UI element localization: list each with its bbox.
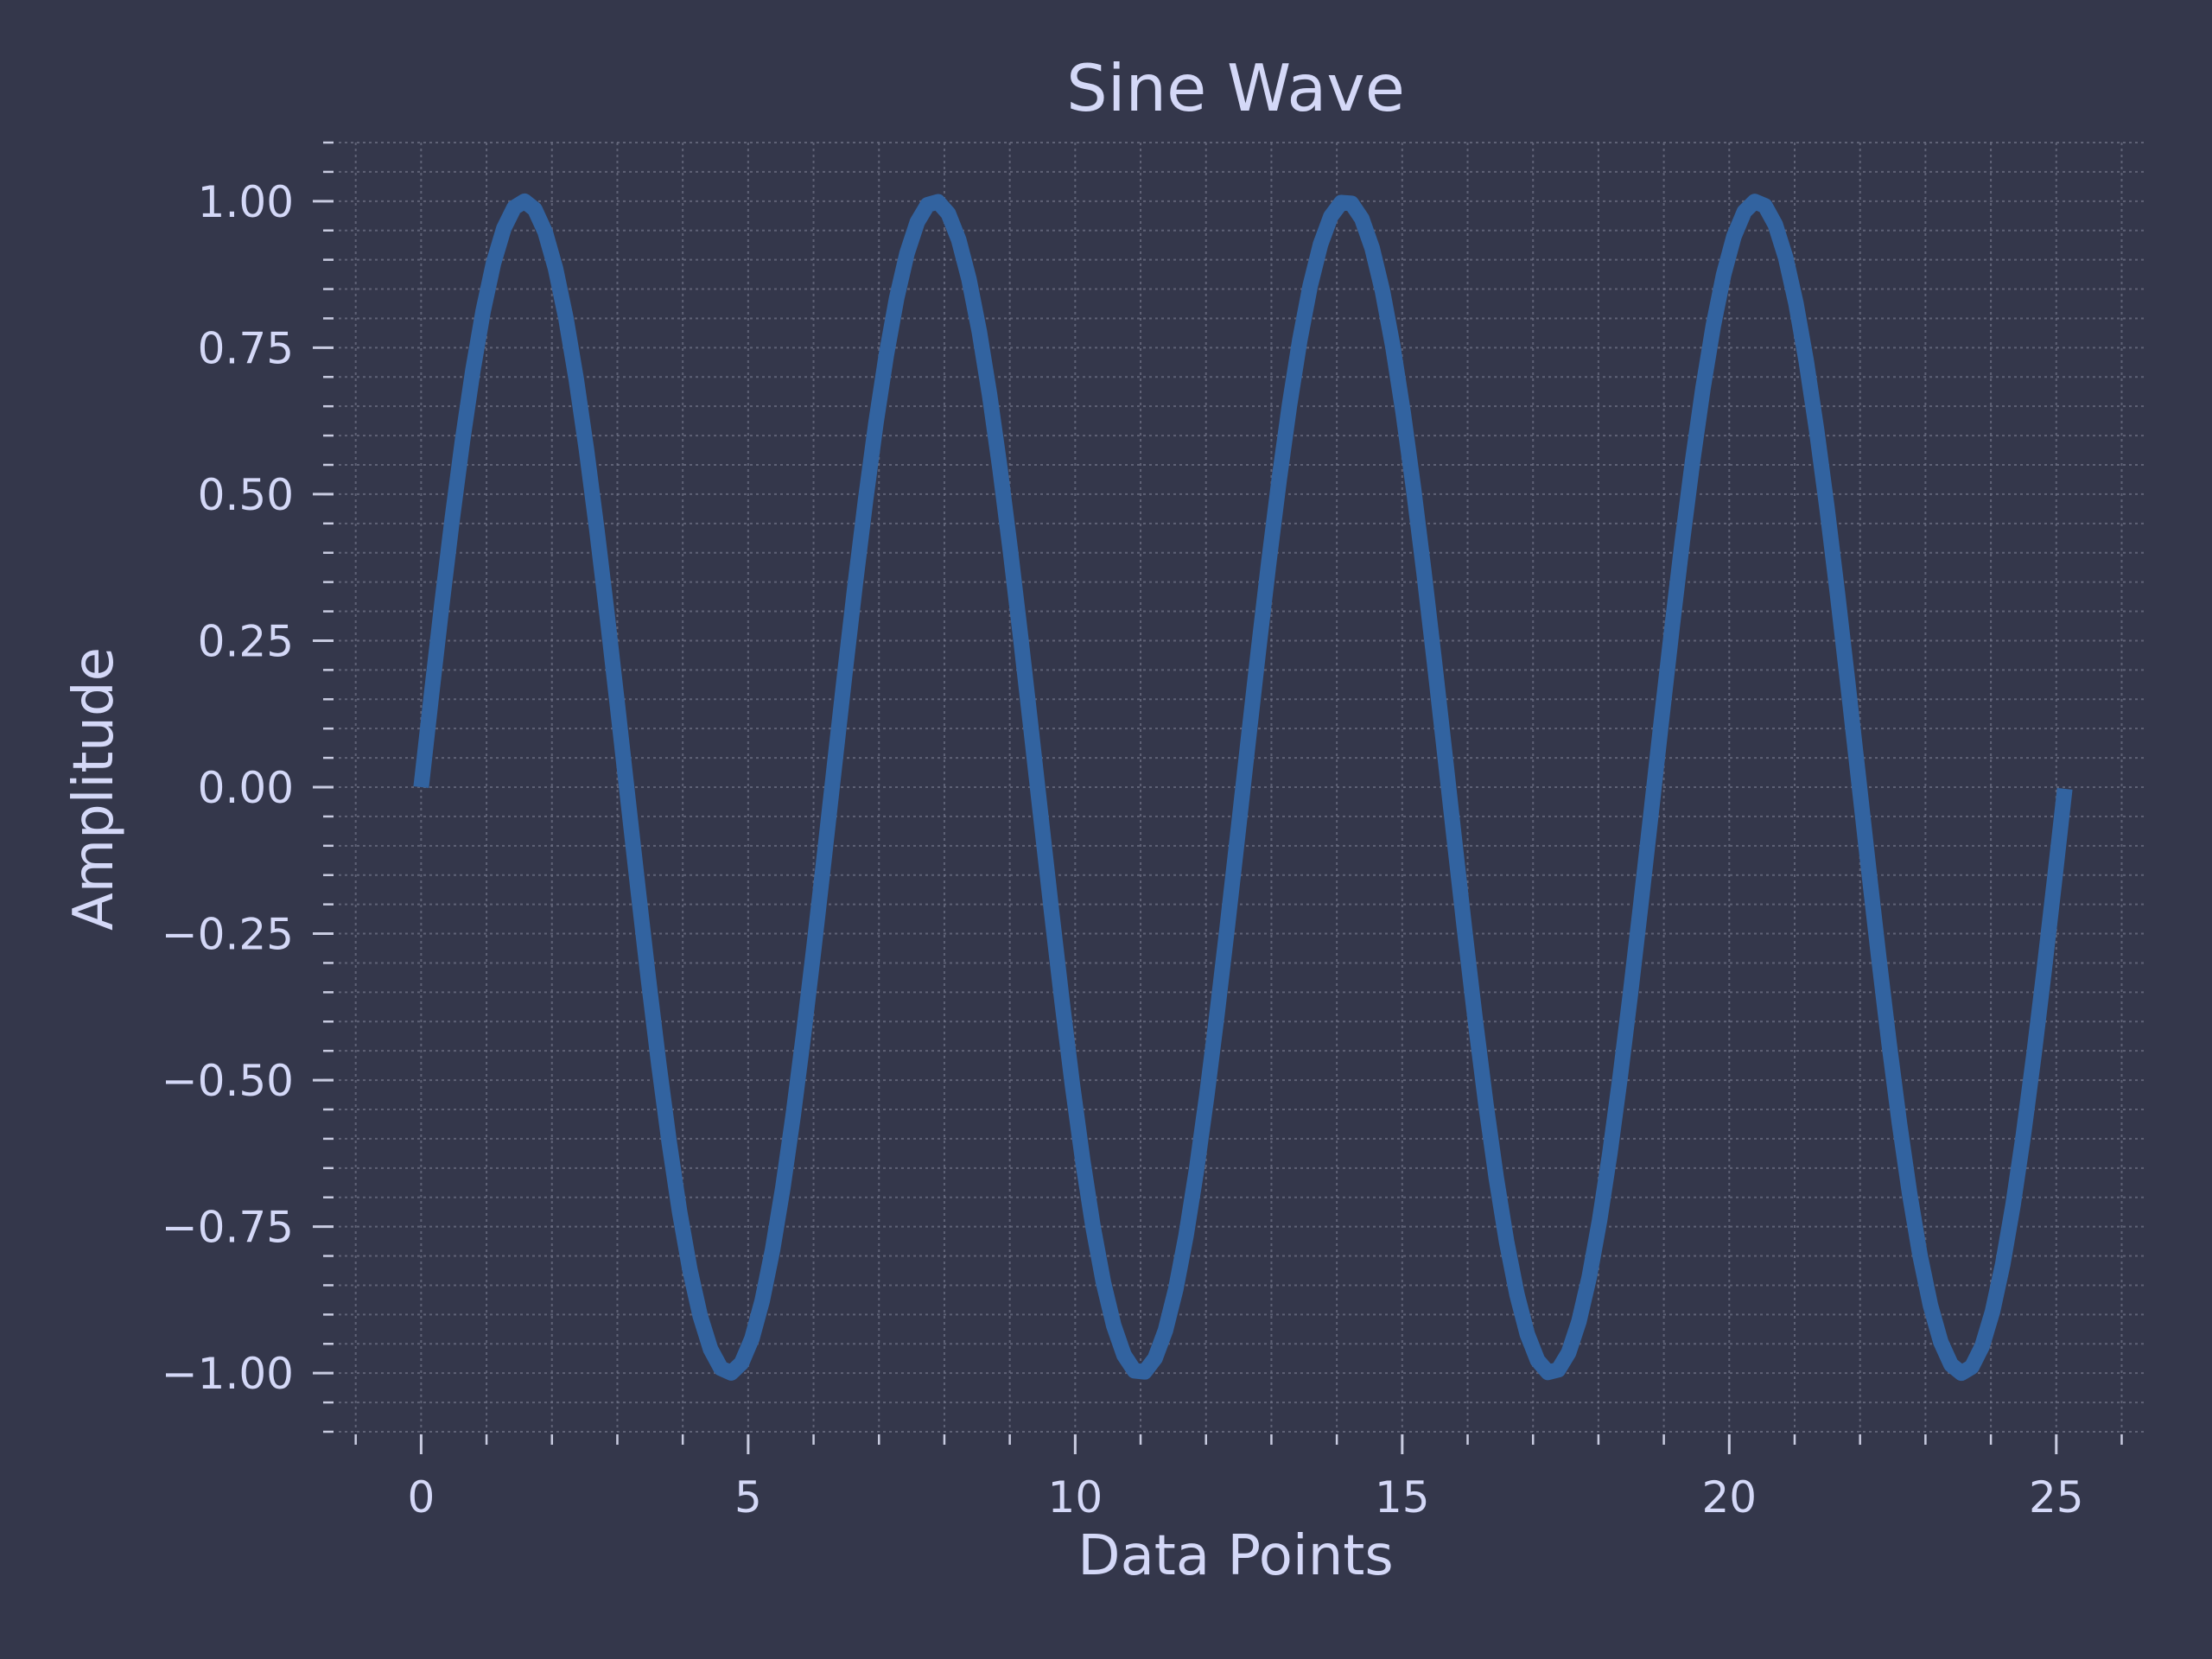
y-tick-label: 0.25 [198, 616, 294, 666]
y-tick-label: 1.00 [198, 177, 294, 227]
y-tick-label: −1.00 [162, 1349, 294, 1399]
y-axis-label: Amplitude [62, 647, 126, 931]
x-tick-label: 5 [734, 1472, 762, 1522]
chart-title: Sine Wave [1066, 50, 1405, 126]
x-tick-label: 25 [2029, 1472, 2084, 1522]
y-tick-label: −0.50 [162, 1056, 294, 1106]
x-tick-label: 10 [1048, 1472, 1103, 1522]
x-tick-label: 15 [1375, 1472, 1430, 1522]
x-tick-label: 0 [407, 1472, 435, 1522]
y-tick-label: −0.25 [162, 910, 294, 960]
y-tick-label: 0.00 [198, 763, 294, 813]
x-tick-label: 20 [1701, 1472, 1757, 1522]
x-axis-label: Data Points [1077, 1524, 1393, 1588]
y-tick-label: −0.75 [162, 1203, 294, 1253]
y-tick-label: 0.50 [198, 470, 294, 520]
y-tick-label: 0.75 [198, 323, 294, 373]
